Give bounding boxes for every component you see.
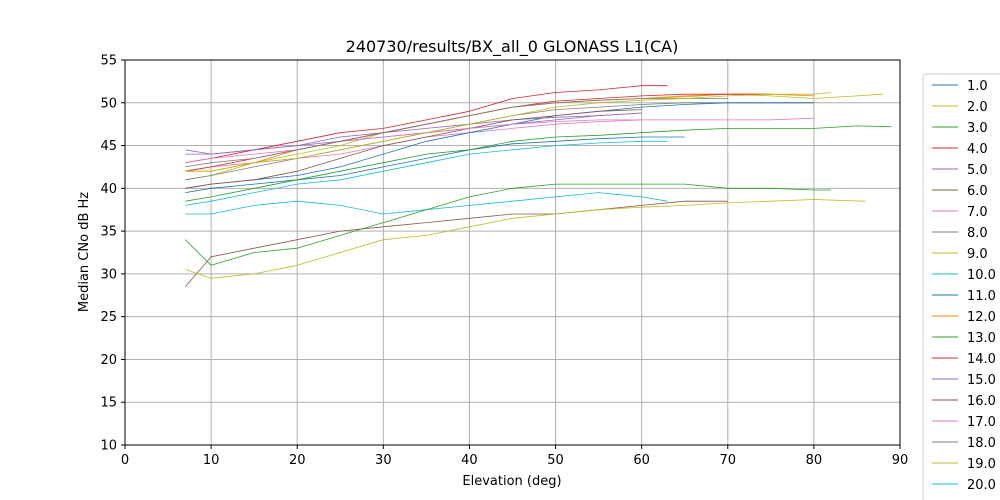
legend-label: 2.0 [967,100,988,115]
series-line-9-0 [185,199,866,279]
series-line-14-0 [185,93,771,172]
x-tick-label: 70 [720,453,737,468]
x-axis-label: Elevation (deg) [462,474,561,489]
legend-label: 20.0 [967,478,996,493]
plot-area [124,59,901,446]
x-tick-label: 10 [203,453,220,468]
legend-label: 4.0 [967,142,988,157]
x-tick-label: 90 [892,453,909,468]
legend-label: 17.0 [967,415,996,430]
series-line-5-0 [185,112,642,155]
series-line-20-0 [185,140,668,206]
series-line-12-0 [185,93,814,172]
x-tick-label: 80 [806,453,823,468]
series-group [184,85,892,287]
y-ticks: 10 15 20 25 30 35 40 45 50 55 [100,54,125,454]
y-tick-label: 20 [100,353,117,368]
legend-box [922,73,1000,500]
plot-frame [124,59,901,446]
y-tick-label: 55 [100,54,117,69]
legend-label: 18.0 [967,436,996,451]
grid [124,59,901,446]
legend-label: 10.0 [967,268,996,283]
legend-label: 7.0 [967,205,988,220]
x-tick-label: 0 [121,453,129,468]
series-line-17-0 [185,119,642,164]
legend-label: 6.0 [967,184,988,199]
x-tick-label: 60 [633,453,650,468]
legend-label: 19.0 [967,457,996,472]
legend-label: 12.0 [967,310,996,325]
y-tick-label: 50 [100,96,117,111]
x-tick-label: 50 [547,453,564,468]
series-line-15-0 [185,112,642,155]
series-line-8-0 [185,102,814,181]
series-line-16-0 [185,109,642,189]
legend-label: 9.0 [967,247,988,262]
y-tick-label: 30 [100,267,117,282]
series-line-1-0 [185,136,685,193]
legend-label: 16.0 [967,394,996,409]
legend-label: 3.0 [967,121,988,136]
y-tick-label: 40 [100,182,117,197]
series-line-19-0 [185,92,832,172]
series-line-10-0 [185,192,668,215]
y-tick-label: 35 [100,225,117,240]
x-tick-label: 30 [375,453,392,468]
series-line-11-0 [185,102,814,189]
y-tick-label: 25 [100,310,117,325]
legend-label: 8.0 [967,226,988,241]
legend-label: 13.0 [967,331,996,346]
legend-label: 15.0 [967,373,996,388]
y-tick-label: 15 [100,396,117,411]
y-tick-label: 10 [100,439,117,454]
legend-label: 5.0 [967,163,988,178]
series-line-2-0 [185,93,883,181]
series-line-3-0 [185,125,892,202]
x-ticks: 0 10 20 30 40 50 60 70 80 90 [121,445,908,468]
legend-label: 11.0 [967,289,996,304]
legend: 1.0 2.0 3.0 4.0 5.0 6.0 7.0 8.0 9.0 10.0 11.0 12.0 1… [922,73,1000,500]
x-tick-label: 20 [289,453,306,468]
x-tick-label: 40 [461,453,478,468]
chart-title: 240730/results/BX_all_0 GLONASS L1(CA) [346,37,679,57]
y-axis-label: Median CNo dB Hz [77,192,92,312]
y-tick-label: 45 [100,139,117,154]
series-line-13-0 [185,183,832,266]
series-line-18-0 [185,98,728,168]
legend-label: 14.0 [967,352,996,367]
legend-label: 1.0 [967,79,988,94]
series-line-6-0 [184,200,728,287]
